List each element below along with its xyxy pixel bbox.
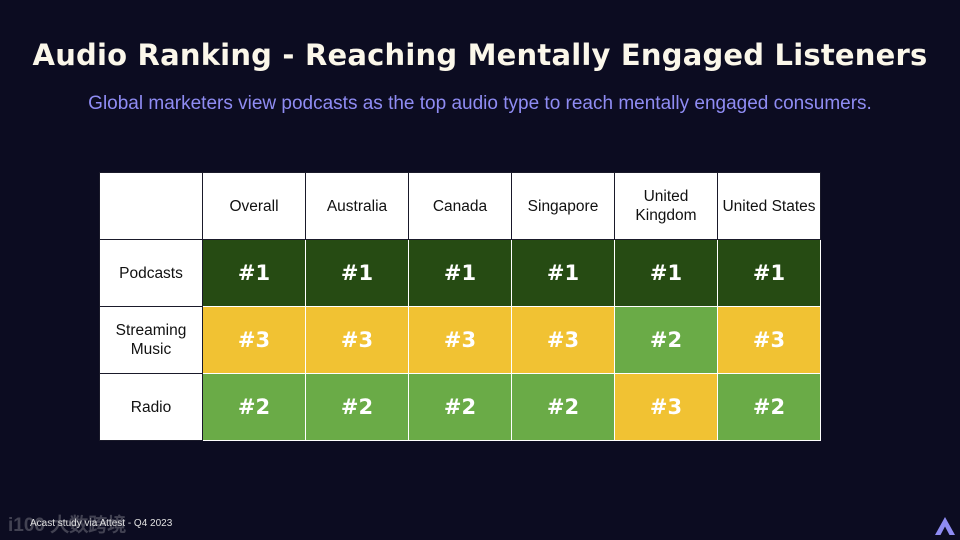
rank-cell: #1 — [717, 239, 821, 307]
rank-cell: #3 — [717, 306, 821, 374]
rank-cell: #3 — [202, 306, 306, 374]
corner-cell — [99, 172, 203, 240]
rank-cell: #2 — [614, 306, 718, 374]
column-header: Canada — [408, 172, 512, 240]
page-title: Audio Ranking - Reaching Mentally Engage… — [32, 38, 928, 72]
column-header: United Kingdom — [614, 172, 718, 240]
rank-cell: #2 — [305, 373, 409, 441]
row-header: Podcasts — [99, 239, 203, 307]
watermark: i100 大数跨境 — [8, 515, 127, 536]
table-row-podcasts: Podcasts #1 #1 #1 #1 #1 #1 — [99, 239, 821, 307]
rank-cell: #2 — [408, 373, 512, 441]
rank-cell: #3 — [305, 306, 409, 374]
column-header: Overall — [202, 172, 306, 240]
rank-cell: #1 — [408, 239, 512, 307]
acast-logo-icon — [935, 517, 955, 535]
rank-cell: #1 — [511, 239, 615, 307]
column-header: Australia — [305, 172, 409, 240]
row-header: Streaming Music — [99, 306, 203, 374]
table-row-streaming-music: Streaming Music #3 #3 #3 #3 #2 #3 — [99, 306, 821, 374]
source-footnote: Acast study via Attest - Q4 2023 — [30, 518, 173, 529]
rank-cell: #3 — [614, 373, 718, 441]
table-row-radio: Radio #2 #2 #2 #2 #3 #2 — [99, 373, 821, 441]
rank-cell: #3 — [408, 306, 512, 374]
rank-cell: #2 — [511, 373, 615, 441]
column-header: Singapore — [511, 172, 615, 240]
column-header: United States — [717, 172, 821, 240]
ranking-table: Overall Australia Canada Singapore Unite… — [99, 172, 821, 441]
rank-cell: #1 — [202, 239, 306, 307]
rank-cell: #3 — [511, 306, 615, 374]
header-row: Overall Australia Canada Singapore Unite… — [99, 172, 821, 240]
row-header: Radio — [99, 373, 203, 441]
page-subtitle: Global marketers view podcasts as the to… — [88, 93, 872, 114]
rank-cell: #2 — [202, 373, 306, 441]
rank-cell: #1 — [614, 239, 718, 307]
rank-cell: #1 — [305, 239, 409, 307]
rank-cell: #2 — [717, 373, 821, 441]
